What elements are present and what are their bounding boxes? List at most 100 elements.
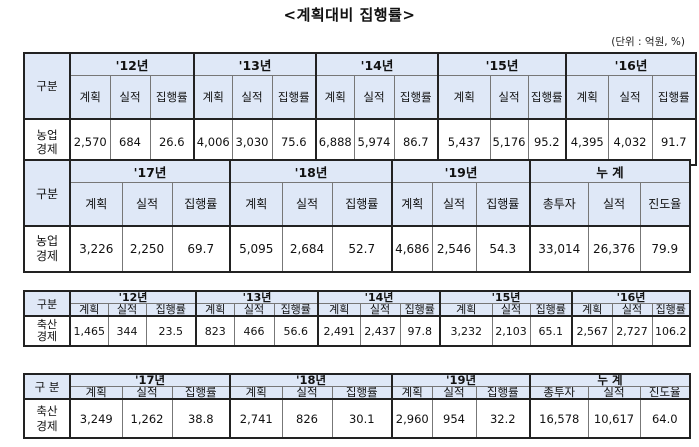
data-cell: 2,103: [491, 315, 531, 347]
data-cell: 684: [109, 118, 151, 166]
year-header: '17년: [69, 159, 231, 183]
year-header: '12년: [69, 290, 197, 304]
data-cell: 69.7: [171, 225, 231, 273]
data-cell: 2,684: [281, 225, 333, 273]
data-cell: 75.6: [271, 118, 317, 166]
column-header: 계획: [69, 303, 109, 317]
column-header: 실적: [491, 303, 531, 317]
year-header: '18년: [229, 159, 393, 183]
column-header: 진도율: [639, 386, 691, 400]
year-header: '17년: [69, 373, 231, 387]
data-cell: 2,727: [611, 315, 653, 347]
row-label: 축산 경제: [23, 398, 71, 439]
column-header: 실적: [431, 181, 477, 227]
data-cell: 2,491: [317, 315, 361, 347]
column-header: 실적: [587, 386, 641, 400]
column-header: 계획: [229, 181, 283, 227]
year-header: '14년: [317, 290, 441, 304]
column-header: 실적: [281, 181, 333, 227]
column-header: 실적: [489, 74, 529, 120]
document-title: <계획대비 집행률>: [283, 6, 416, 24]
data-cell: 1,465: [69, 315, 109, 347]
row-label: 농업 경제: [23, 225, 71, 273]
column-header: 계획: [229, 386, 283, 400]
data-cell: 2,250: [121, 225, 173, 273]
data-cell: 32.2: [475, 398, 531, 439]
corner-header: 구 분: [23, 373, 71, 400]
data-cell: 3,249: [69, 398, 123, 439]
column-header: 실적: [233, 303, 275, 317]
column-header: 실적: [607, 74, 653, 120]
data-cell: 2,960: [391, 398, 433, 439]
year-header: '19년: [391, 373, 531, 387]
data-cell: 2,567: [571, 315, 613, 347]
column-header: 집행률: [331, 386, 393, 400]
data-cell: 826: [281, 398, 333, 439]
data-cell: 3,232: [439, 315, 493, 347]
data-cell: 10,617: [587, 398, 641, 439]
column-header: 집행률: [171, 181, 231, 227]
column-header: 계획: [439, 303, 493, 317]
row-label-line1: 농업: [36, 127, 58, 142]
table-agri-2017-2019-total: 구분 '17년 '18년 '19년 누 계 계획 실적 집행률 계획 실적 집행…: [23, 159, 692, 273]
column-header: 집행률: [149, 74, 195, 120]
year-header: '14년: [315, 52, 439, 76]
data-cell: 466: [233, 315, 275, 347]
column-header: 집행률: [393, 74, 439, 120]
column-header: 총투자: [529, 181, 589, 227]
data-cell: 4,395: [565, 118, 609, 166]
year-header: '13년: [195, 290, 319, 304]
column-header: 계획: [317, 303, 361, 317]
data-cell: 30.1: [331, 398, 393, 439]
data-cell: 56.6: [273, 315, 319, 347]
corner-header: 구분: [23, 290, 71, 317]
column-header: 계획: [565, 74, 609, 120]
row-label-line2: 경제: [35, 249, 59, 263]
data-cell: 106.2: [651, 315, 691, 347]
data-cell: 2,437: [359, 315, 401, 347]
data-cell: 26.6: [149, 118, 195, 166]
column-header: 집행률: [651, 74, 697, 120]
data-cell: 16,578: [529, 398, 589, 439]
table-livestock-2012-2016: 구분 '12년 '13년 '14년 '15년 '16년 계획 실적 집행률 계획…: [23, 290, 691, 347]
data-cell: 23.5: [145, 315, 197, 347]
data-cell: 52.7: [331, 225, 393, 273]
data-cell: 26,376: [587, 225, 641, 273]
total-header: 누 계: [529, 373, 691, 387]
year-header: '13년: [193, 52, 317, 76]
column-header: 진도율: [639, 181, 691, 227]
row-label-line2: 경제: [36, 330, 58, 343]
data-cell: 97.8: [399, 315, 441, 347]
column-header: 계획: [571, 303, 613, 317]
column-header: 집행률: [527, 74, 567, 120]
row-label: 농업 경제: [23, 118, 71, 166]
year-header: '15년: [437, 52, 567, 76]
data-cell: 2,741: [229, 398, 283, 439]
column-header: 계획: [391, 386, 433, 400]
row-label-line1: 축산: [36, 318, 58, 331]
data-cell: 5,437: [437, 118, 491, 166]
corner-header: 구분: [23, 52, 71, 120]
year-header: '18년: [229, 373, 393, 387]
column-header: 계획: [391, 181, 433, 227]
column-header: 계획: [69, 74, 111, 120]
column-header: 집행률: [475, 181, 531, 227]
data-cell: 6,888: [315, 118, 355, 166]
data-cell: 344: [107, 315, 147, 347]
row-label-line2: 경제: [36, 418, 58, 433]
total-header: 누 계: [529, 159, 691, 183]
year-header: '12년: [69, 52, 195, 76]
column-header: 집행률: [331, 181, 393, 227]
column-header: 실적: [431, 386, 477, 400]
data-cell: 91.7: [651, 118, 697, 166]
column-header: 집행률: [273, 303, 319, 317]
data-cell: 3,226: [69, 225, 123, 273]
year-header: '19년: [391, 159, 531, 183]
column-header: 계획: [69, 386, 123, 400]
data-cell: 823: [195, 315, 235, 347]
data-cell: 54.3: [475, 225, 531, 273]
data-cell: 79.9: [639, 225, 691, 273]
year-header: '16년: [571, 290, 691, 304]
column-header: 집행률: [399, 303, 441, 317]
year-header: '15년: [439, 290, 573, 304]
